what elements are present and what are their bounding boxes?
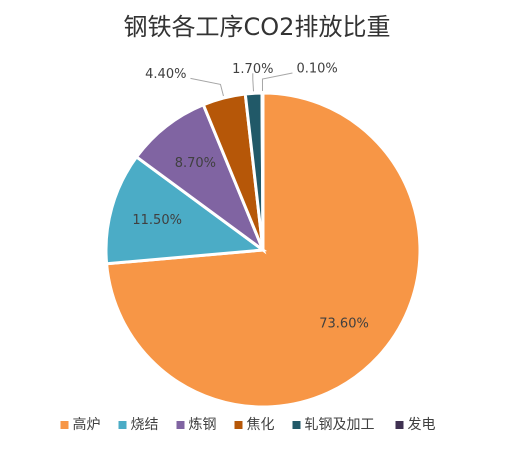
legend-label: 发电 (408, 417, 436, 433)
data-label: 1.70% (232, 62, 273, 77)
legend-label: 烧结 (131, 417, 159, 433)
pie-slice (260, 91, 265, 251)
legend-label: 焦化 (247, 417, 275, 433)
data-label: 0.10% (296, 62, 337, 77)
pie-slice (104, 154, 268, 266)
leader-line (252, 73, 255, 92)
data-label: 73.60% (319, 317, 369, 332)
data-label: 4.40% (145, 67, 186, 82)
pie-slice (134, 102, 267, 255)
legend-swatch (60, 421, 69, 429)
legend-swatch (292, 421, 301, 429)
legend-swatch (118, 421, 127, 429)
leader-line (190, 77, 224, 97)
data-label: 8.70% (175, 156, 216, 171)
legend-swatch (234, 421, 243, 429)
legend-swatch (176, 421, 185, 429)
leader-line (261, 72, 293, 92)
legend-label: 炼钢 (189, 417, 217, 433)
legend-swatch (395, 421, 404, 429)
data-label: 11.50% (132, 213, 182, 228)
chart-title: 钢铁各工序CO2排放比重 (124, 13, 391, 41)
legend-label: 高炉 (73, 416, 101, 433)
legend-label: 轧钢及加工 (305, 417, 375, 433)
